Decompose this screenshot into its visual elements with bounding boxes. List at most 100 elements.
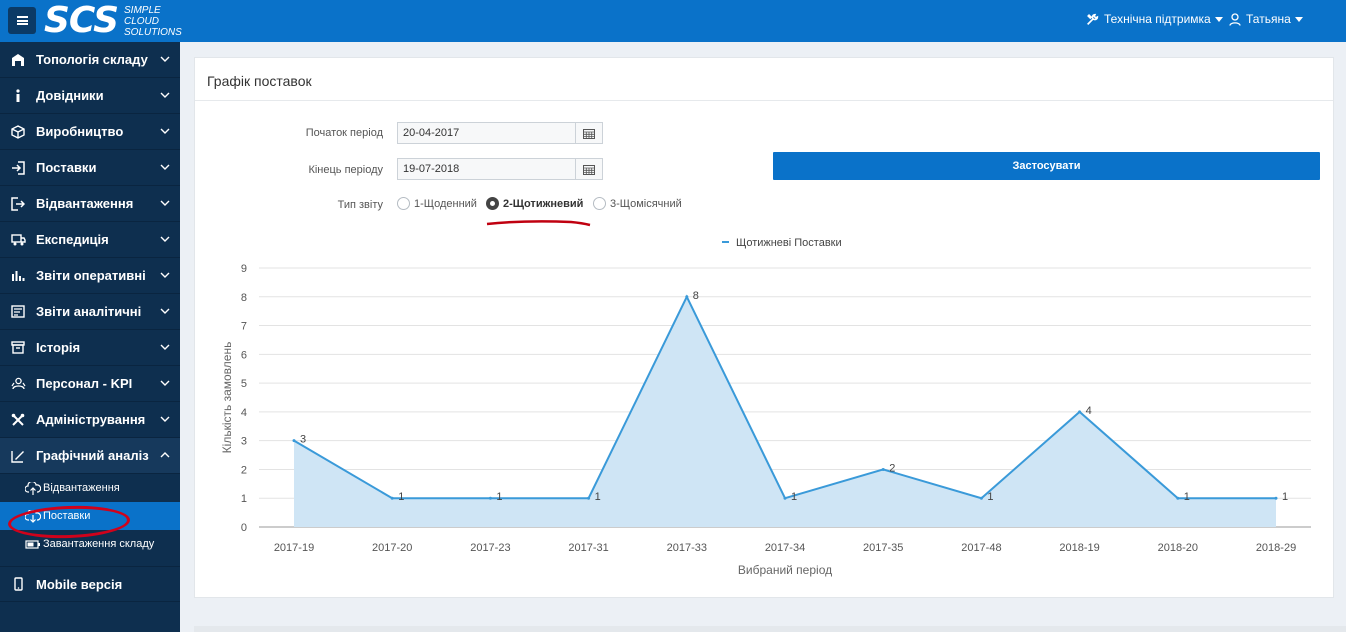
list-chart-icon [10,304,26,320]
x-tick-label: 2017-35 [863,542,903,554]
chevron-down-icon [160,416,170,422]
x-tick-label: 2018-29 [1256,542,1296,554]
logo-subtitle-line: SOLUTIONS [124,26,182,38]
sidebar-item-supplies[interactable]: Поставки [0,150,180,186]
x-axis-title: Вибраний період [738,563,832,577]
hamburger-icon [16,16,28,25]
start-date-field[interactable] [397,122,603,144]
x-tick-label: 2017-34 [765,542,805,554]
start-date-label: Початок період [305,127,383,139]
sidebar-item-label: Звіти аналітичні [36,304,142,319]
submenu-item-label: Відвантаження [43,482,120,494]
data-point [292,439,296,443]
warehouse-icon [10,52,26,68]
radio-weekly[interactable]: 2-Щотижневий [486,197,583,210]
data-point [783,496,787,500]
data-point [1078,410,1082,414]
x-tick-label: 2018-20 [1158,542,1198,554]
sidebar-item-analytical-reports[interactable]: Звіти аналітичні [0,294,180,330]
sidebar-item-administration[interactable]: Адміністрування [0,402,180,438]
chevron-down-icon [160,236,170,242]
x-tick-label: 2017-20 [372,542,412,554]
y-tick-label: 3 [241,436,247,448]
data-label: 1 [496,491,502,503]
sidebar-item-label: Адміністрування [36,412,146,427]
sidebar-item-shipments[interactable]: Відвантаження [0,186,180,222]
x-tick-label: 2018-19 [1059,542,1099,554]
y-tick-label: 4 [241,407,247,419]
sidebar-item-label: Персонал - KPI [36,376,133,391]
radio-circle[interactable] [486,197,499,210]
battery-icon [25,539,41,549]
sign-out-icon [10,196,26,212]
sidebar-item-label: Довідники [36,88,104,103]
box-icon [10,124,26,140]
radio-monthly[interactable]: 3-Щомісячний [593,197,682,210]
sidebar-item-label: Історія [36,340,81,355]
data-label: 8 [693,290,699,302]
sign-in-icon [10,160,26,176]
bar-chart-icon [10,268,26,284]
sidebar-item-staff-kpi[interactable]: Персонал - KPI [0,366,180,402]
data-label: 2 [889,462,895,474]
radio-daily[interactable]: 1-Щоденний [397,197,477,210]
sidebar-item-production[interactable]: Виробництво [0,114,180,150]
data-label: 1 [1282,491,1288,503]
menu-toggle-button[interactable] [8,7,36,34]
sidebar-item-history[interactable]: Історія [0,330,180,366]
data-point [1274,496,1278,500]
support-label: Технічна підтримка [1104,12,1211,26]
chevron-down-icon [160,380,170,386]
logo[interactable]: SCS SIMPLE CLOUD SOLUTIONS [44,2,182,40]
submenu-item-shipments[interactable]: Відвантаження [0,474,180,502]
y-axis-title: Кількість замовлень [220,342,234,454]
sidebar-item-expedition[interactable]: Експедиція [0,222,180,258]
radio-label: 1-Щоденний [414,197,477,210]
calendar-icon[interactable] [575,159,602,179]
truck-icon [10,232,26,248]
data-point [1176,496,1180,500]
y-tick-label: 5 [241,378,247,390]
data-label: 1 [398,491,404,503]
info-icon [10,88,26,104]
sidebar-item-mobile[interactable]: Mobile версія [0,566,180,602]
sidebar-item-topology[interactable]: Топологія складу [0,42,180,78]
support-menu[interactable]: Технічна підтримка [1086,12,1223,26]
start-date-input[interactable] [398,123,576,143]
x-tick-label: 2017-19 [274,542,314,554]
sidebar-item-label: Виробництво [36,124,124,139]
logo-subtitle: SIMPLE CLOUD SOLUTIONS [124,5,182,38]
chevron-down-icon [1294,16,1303,22]
chevron-down-icon [160,128,170,134]
sidebar-item-graphical-analysis[interactable]: Графічний аналіз [0,438,180,474]
calendar-icon[interactable] [575,123,602,143]
x-tick-label: 2017-31 [568,542,608,554]
submenu: Відвантаження Поставки Завантаження скла… [0,474,180,558]
submenu-item-label: Поставки [43,510,91,522]
sidebar-item-references[interactable]: Довідники [0,78,180,114]
logo-subtitle-line: SIMPLE [124,4,161,16]
apply-button[interactable]: Застосувати [773,152,1320,180]
sidebar-item-label: Відвантаження [36,196,134,211]
cloud-download-icon [25,509,41,523]
top-header: SCS SIMPLE CLOUD SOLUTIONS Технічна підт… [0,0,1346,42]
chart: 0 1 2 3 4 5 6 7 8 9 2017-19 2017-20 2017-23 2017-31 20… [220,237,1311,577]
user-name: Татьяна [1246,12,1291,26]
radio-circle[interactable] [593,197,606,210]
submenu-item-supplies[interactable]: Поставки [0,502,180,530]
sidebar-item-operational-reports[interactable]: Звіти оперативні [0,258,180,294]
logo-subtitle-line: CLOUD [124,15,160,27]
end-date-input[interactable] [398,159,576,179]
radio-circle[interactable] [397,197,410,210]
chevron-down-icon [160,272,170,278]
sidebar-item-label: Звіти оперативні [36,268,146,283]
chevron-down-icon [160,344,170,350]
end-date-label: Кінець періоду [308,164,383,176]
submenu-item-warehouse-load[interactable]: Завантаження складу [0,530,180,558]
end-date-field[interactable] [397,158,603,180]
user-menu[interactable]: Татьяна [1229,12,1303,26]
data-label: 1 [1184,491,1190,503]
sidebar-item-label: Mobile версія [36,576,123,592]
x-tick-label: 2017-33 [667,542,707,554]
data-label: 4 [1086,405,1092,417]
